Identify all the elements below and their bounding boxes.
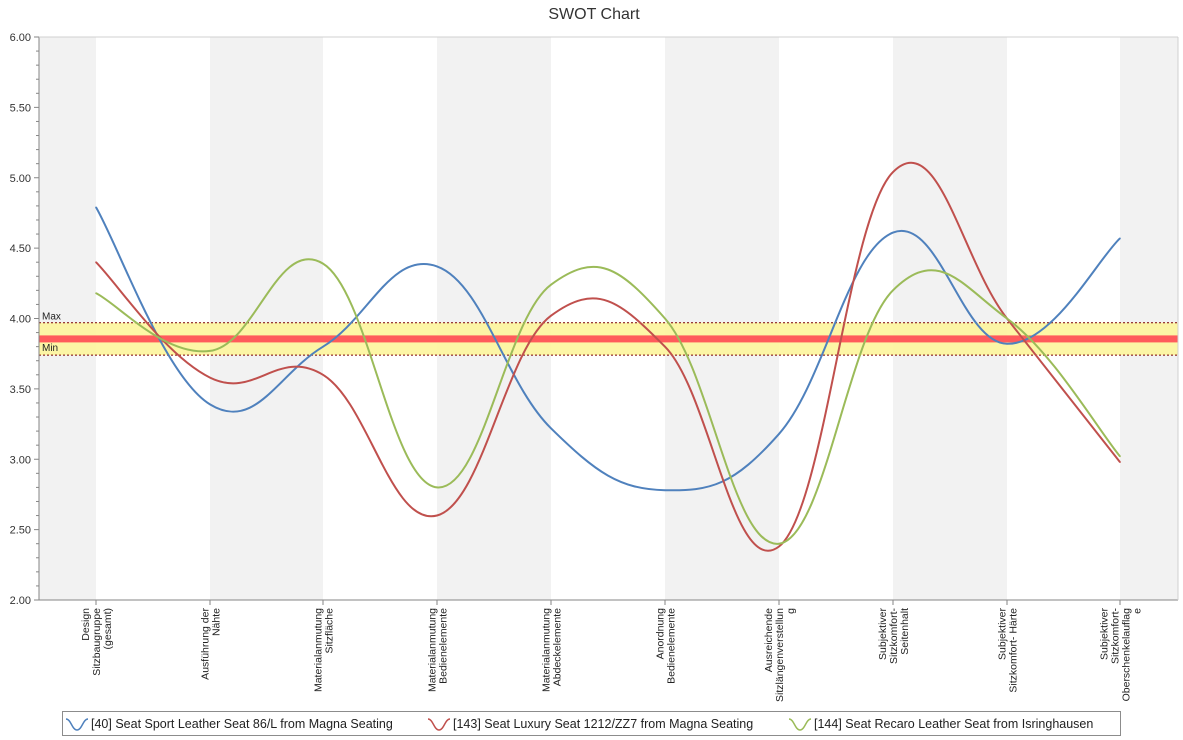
series-3-point — [1119, 455, 1121, 458]
x-category-line: Materialanmutung — [313, 608, 325, 692]
x-category-line: Design — [80, 608, 92, 641]
x-category-line: Subjektiver — [877, 608, 889, 660]
legend-swatch-2 — [427, 718, 451, 731]
series-1-point — [209, 403, 211, 406]
series-3-point — [778, 542, 780, 545]
x-category-label: Ausreichende Sitzlängenverstellun g — [763, 608, 797, 702]
x-category-label: Ausführung der Nähte — [200, 608, 223, 680]
y-tick-label: 4.50 — [10, 243, 31, 255]
series-1-point — [778, 433, 780, 435]
series-3-point — [209, 350, 211, 352]
series-3-point — [550, 283, 552, 286]
x-category-line: Abdeckelemente — [552, 608, 564, 686]
y-tick-label: 2.50 — [10, 525, 31, 537]
series-3-point — [95, 292, 97, 294]
plot-stripe — [893, 37, 1007, 600]
chart-title: SWOT Chart — [548, 6, 640, 23]
chart-plot: SWOT Chart Max Min 2.00 2.50 3.00 3.50 4.00 4.… — [10, 6, 1179, 702]
x-category-label: Design Sitzbaugruppe (gesamt) — [80, 608, 114, 676]
y-tick-label: 6.00 — [10, 32, 31, 44]
series-3-point — [664, 317, 666, 320]
series-line-2 — [95, 162, 1121, 552]
plot-stripe — [665, 37, 779, 600]
x-category-line: Sitzkomfort- — [1110, 608, 1122, 665]
series-line-1 — [95, 206, 1121, 492]
x-category-line: Bedienelemente — [438, 608, 450, 684]
x-category-label: Subjektiver Sitzkomfort- Seitenhalt — [877, 608, 911, 665]
x-category-label: Materialanmutung Abdeckelemente — [541, 608, 564, 692]
series-1-point — [1119, 237, 1121, 240]
legend-label-2: [143] Seat Luxury Seat 1212/ZZ7 from Mag… — [453, 717, 754, 731]
x-category-line: Bedienelemente — [666, 608, 678, 684]
x-category-line: Oberschenkelauflag — [1121, 608, 1133, 702]
legend-item-3: [144] Seat Recaro Leather Seat from Isri… — [788, 715, 1093, 733]
x-category-line: Ausführung der — [200, 608, 212, 680]
x-category-line: e — [1132, 608, 1144, 614]
chart-legend: [40] Seat Sport Leather Seat 86/L from M… — [62, 711, 1121, 736]
series-3-point — [436, 486, 438, 489]
x-category-line: Sitzlängenverstellun — [774, 608, 786, 702]
min-label: Min — [42, 343, 58, 354]
y-tick-label: 5.50 — [10, 102, 31, 114]
y-tick-label: 4.00 — [10, 314, 31, 326]
series-line-3 — [95, 258, 1121, 545]
series-3-point — [322, 262, 324, 265]
series-1-point — [664, 489, 666, 492]
x-category-line: Sitzkomfort- Härte — [1008, 608, 1020, 693]
x-category-label: Subjektiver Sitzkomfort- Härte — [997, 608, 1020, 693]
x-category-label: Materialanmutung Sitzfläche — [313, 608, 336, 692]
plot-stripe — [39, 37, 96, 600]
series-2-point — [664, 345, 666, 348]
x-category-line: Materialanmutung — [541, 608, 553, 692]
x-category-line: Subjektiver — [997, 608, 1009, 660]
x-category-line: Sitzkomfort- — [888, 608, 900, 665]
legend-label-3: [144] Seat Recaro Leather Seat from Isri… — [814, 717, 1094, 731]
series-1-point — [95, 206, 97, 209]
y-tick-label: 2.00 — [10, 595, 31, 607]
legend-swatch-3 — [788, 718, 812, 731]
plot-stripe — [1120, 37, 1178, 600]
series-1-point — [892, 231, 894, 234]
target-line — [39, 335, 1178, 343]
series-2-point — [892, 171, 894, 173]
plot-stripe — [437, 37, 551, 600]
max-label: Max — [42, 312, 61, 323]
series-2-point — [778, 545, 780, 548]
x-category-line: Ausreichende — [763, 608, 775, 672]
series-1-point — [322, 345, 324, 348]
x-category-line: Nähte — [211, 608, 223, 636]
series-2-point — [436, 514, 438, 517]
x-category-line: Materialanmutung — [427, 608, 439, 692]
series-1-point — [1006, 343, 1008, 345]
series-3-point — [892, 289, 894, 292]
y-tick-label: 5.00 — [10, 173, 31, 185]
legend-swatch-1 — [65, 718, 89, 731]
series-2-point — [1119, 461, 1121, 463]
x-category-line: Sitzfläche — [324, 608, 336, 654]
x-category-line: Seitenhalt — [899, 608, 911, 655]
y-tick-label: 3.50 — [10, 384, 31, 396]
series-1-point — [550, 427, 552, 430]
series-2-point — [95, 261, 97, 264]
y-tick-label: 3.00 — [10, 454, 31, 466]
series-2-point — [550, 314, 552, 317]
x-category-label: Materialanmutung Bedienelemente — [427, 608, 450, 692]
legend-item-2: [143] Seat Luxury Seat 1212/ZZ7 from Mag… — [427, 715, 753, 733]
x-category-line: (gesamt) — [102, 608, 114, 649]
x-category-line: g — [785, 608, 797, 614]
series-2-point — [322, 374, 324, 376]
legend-label-1: [40] Seat Sport Leather Seat 86/L from M… — [91, 717, 393, 731]
series-3-point — [1006, 317, 1008, 320]
series-2-point — [209, 376, 211, 379]
plot-stripe — [210, 37, 323, 600]
x-category-line: Sitzbaugruppe — [91, 608, 103, 676]
x-category-label: Anordnung Bedienelemente — [655, 608, 678, 684]
x-category-line: Anordnung — [655, 608, 667, 660]
legend-item-1: [40] Seat Sport Leather Seat 86/L from M… — [65, 715, 393, 733]
x-category-label: Subjektiver Sitzkomfort- Oberschenkelaufla… — [1099, 608, 1144, 702]
series-1-point — [436, 265, 438, 268]
x-category-line: Subjektiver — [1099, 608, 1111, 660]
